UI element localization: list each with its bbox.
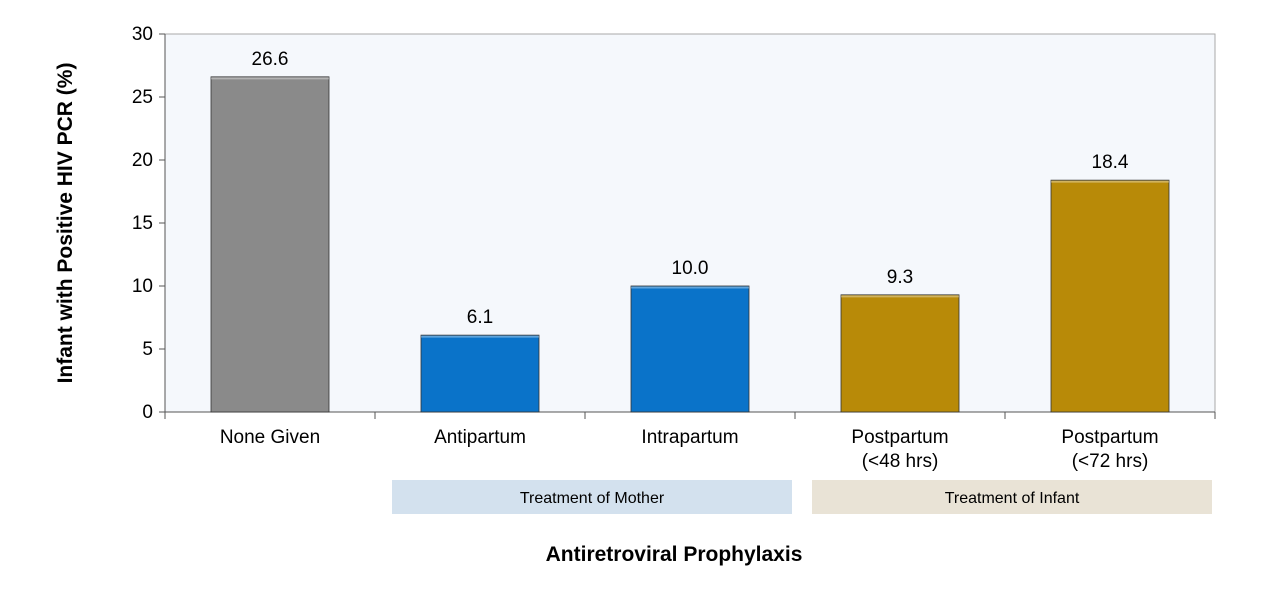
bar [1050,179,1170,413]
group-band [392,480,792,514]
y-tick-label: 5 [142,339,153,360]
bar-value-label: 26.6 [252,49,289,70]
category-label: None Given [220,427,320,448]
category-label: Antipartum [434,427,526,448]
bar-value-label: 6.1 [467,307,493,328]
category-label: Postpartum (<48 hrs) [851,427,948,472]
x-axis [164,411,1216,419]
y-axis: 0 5 10 15 20 25 30 [132,24,166,423]
category-labels-group: None Given Antipartum Intrapartum Postpartu… [220,427,1159,472]
bar-value-label: 9.3 [887,267,913,288]
value-labels-group: 26.6 6.1 10.0 9.3 18.4 [252,49,1129,328]
bar-value-label: 18.4 [1092,152,1129,173]
bars-group [210,76,1170,413]
x-axis-title: Antiretroviral Prophylaxis [546,543,803,566]
category-label: Postpartum (<72 hrs) [1061,427,1158,472]
y-tick-label: 0 [142,402,153,423]
bar [210,76,330,413]
y-tick-label: 30 [132,24,153,45]
category-label: Intrapartum [641,427,738,448]
group-bands: Treatment of Mother Treatment of Infant [392,480,1212,514]
y-tick-label: 20 [132,150,153,171]
y-tick-label: 25 [132,87,153,108]
group-label: Treatment of Mother [520,490,665,507]
bar [840,294,960,413]
y-tick-label: 15 [132,213,153,234]
y-axis-title: Infant with Positive HIV PCR (%) [54,63,77,384]
group-band [812,480,1212,514]
bar [630,285,750,413]
group-label: Treatment of Infant [945,490,1080,507]
y-tick-label: 10 [132,276,153,297]
bar [420,334,540,413]
bar-value-label: 10.0 [672,258,709,279]
